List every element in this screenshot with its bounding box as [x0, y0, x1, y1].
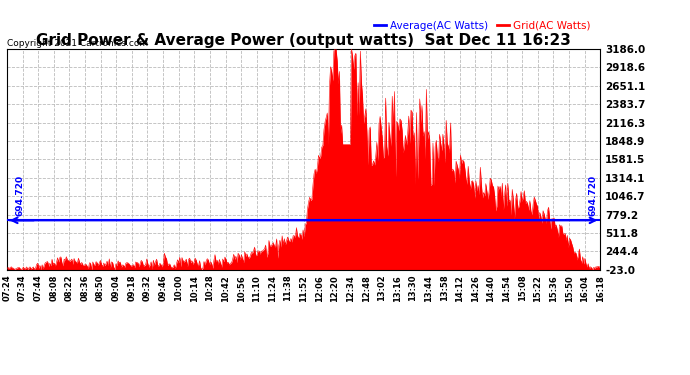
Text: 694.720: 694.720 — [16, 175, 25, 216]
Legend: Average(AC Watts), Grid(AC Watts): Average(AC Watts), Grid(AC Watts) — [369, 16, 595, 35]
Text: Copyright 2021 Cartronics.com: Copyright 2021 Cartronics.com — [7, 39, 148, 48]
Title: Grid Power & Average Power (output watts)  Sat Dec 11 16:23: Grid Power & Average Power (output watts… — [36, 33, 571, 48]
Text: 694.720: 694.720 — [588, 175, 597, 216]
